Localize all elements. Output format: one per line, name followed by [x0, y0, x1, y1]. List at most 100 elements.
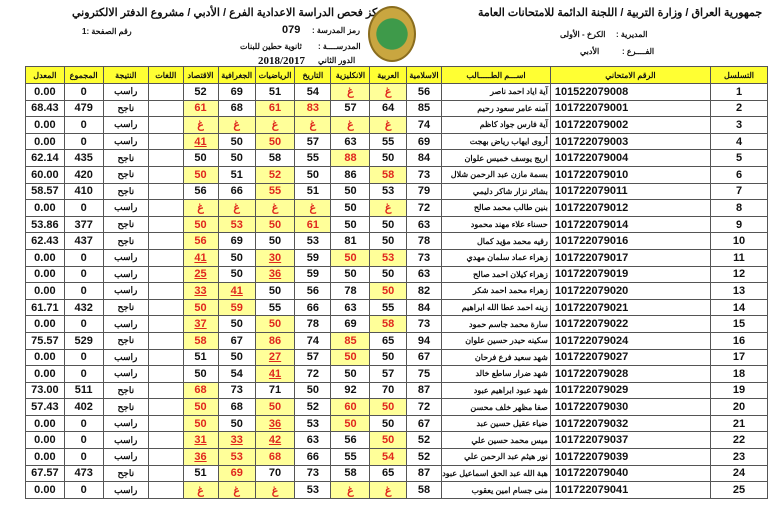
sequence-cell-text: 14	[732, 301, 746, 314]
history-grade-cell-text: 57	[306, 135, 319, 148]
math-grade-cell-text: غ	[271, 484, 279, 497]
math-grade-cell: 86	[254, 331, 296, 350]
math-grade-cell-text: 55	[268, 301, 282, 314]
student-name-cell-text: زهراء كيلان احمد صالح	[472, 269, 548, 279]
table-row: 73.00 511 ناجح 68 73 71 50 92 70 87 شهد عبود ابراه…	[25, 381, 768, 400]
history-grade-cell: غ	[294, 116, 332, 134]
english-grade-cell: غ	[330, 83, 371, 101]
english-grade-cell-text: 50	[344, 251, 357, 264]
total-cell-text: 511	[74, 384, 93, 397]
islamic-grade-cell: 84	[405, 298, 443, 317]
table-row: 68.43 479 ناجح 61 68 61 83 57 64 85 آمنه عامر سعود…	[25, 99, 768, 118]
student-name-cell: زهراء كيلان احمد صالح	[441, 265, 551, 284]
languages-cell	[148, 165, 184, 184]
exam-number-cell: 101722079024	[549, 331, 712, 350]
history-grade-cell-text: 54	[306, 85, 319, 98]
exam-number-cell: 101722079016	[549, 232, 712, 250]
islamic-grade-cell: 69	[405, 132, 443, 151]
geography-grade-cell-text: 69	[230, 467, 243, 480]
average-cell: 0.00	[25, 315, 65, 333]
total-cell: 420	[63, 165, 104, 184]
geography-grade-cell-text: 54	[230, 367, 243, 380]
geography-grade-cell-text: 53	[230, 218, 243, 231]
table-row: 67.57 473 ناجح 51 69 70 73 58 65 87 هبة الله عبد ا…	[25, 464, 768, 483]
english-grade-cell: 78	[330, 282, 371, 300]
economics-grade-cell-text: 50	[194, 152, 207, 165]
islamic-grade-cell: 82	[405, 282, 443, 300]
student-name-cell-text: شهد سعيد فرع فرحان	[474, 352, 548, 362]
table-header: المعدل المجموع النتيجة اللغات الاقتصاد الجغرا…	[25, 66, 768, 84]
total-cell-text: 0	[80, 318, 87, 331]
islamic-grade-cell: 73	[405, 165, 443, 184]
economics-grade-cell-text: 68	[194, 384, 207, 397]
math-grade-cell: غ	[254, 116, 296, 134]
arabic-grade-cell: غ	[369, 199, 407, 217]
average-cell: 0.00	[25, 248, 65, 267]
economics-grade-cell-text: 25	[194, 268, 207, 281]
student-name-cell: زينه احمد عطا الله ابراهيم	[441, 298, 551, 317]
average-cell: 58.57	[25, 182, 65, 201]
average-cell: 61.71	[25, 298, 65, 317]
arabic-grade-cell-text: 50	[382, 351, 395, 364]
math-grade-cell-text: 68	[268, 450, 282, 463]
sequence-cell: 21	[710, 414, 768, 433]
average-cell-text: 60.00	[31, 168, 59, 181]
result-cell: راسب	[102, 83, 150, 101]
student-name-cell-text: بسمة مازن عبد الرحمن شلال	[450, 170, 548, 180]
student-name-cell-text: شهد عبود ابراهيم عبود	[473, 385, 548, 395]
student-name-cell: رقيه محمد مؤيد كمال	[441, 232, 551, 250]
geography-grade-cell-text: 50	[230, 135, 243, 148]
geography-grade-cell-text: 69	[230, 85, 243, 98]
english-grade-cell-text: 55	[344, 450, 357, 463]
sequence-cell: 13	[710, 282, 768, 300]
sequence-cell: 20	[710, 398, 768, 416]
history-grade-cell-text: 74	[306, 334, 319, 347]
result-cell: راسب	[102, 265, 150, 284]
total-cell: 432	[63, 298, 104, 317]
exam-number-cell: 101722079020	[549, 282, 712, 300]
math-grade-cell-text: 51	[268, 85, 282, 98]
average-cell: 0.00	[25, 431, 65, 450]
history-grade-cell: 54	[294, 83, 332, 101]
exam-number-cell-text: 101722079040	[554, 467, 629, 480]
languages-cell	[148, 365, 184, 383]
geography-grade-cell-text: 50	[230, 417, 243, 430]
sequence-cell: 4	[710, 132, 768, 151]
islamic-grade-cell-text: 78	[417, 235, 431, 248]
arabic-grade-cell: غ	[369, 116, 407, 134]
english-grade-cell: 50	[330, 414, 371, 433]
math-grade-cell-text: 71	[268, 384, 282, 397]
total-cell-text: 0	[80, 251, 87, 264]
islamic-grade-cell-text: 79	[417, 185, 431, 198]
math-grade-cell-text: 27	[268, 351, 282, 364]
result-cell-text: راسب	[114, 285, 138, 296]
history-grade-cell-text: 50	[306, 384, 319, 397]
table-row: 62.14 435 ناجح 50 50 58 55 88 50 84 اريج يوسف خميس…	[25, 149, 768, 167]
history-grade-cell-text: 73	[306, 467, 319, 480]
total-cell-text: 435	[74, 152, 93, 165]
math-grade-cell: 50	[254, 232, 296, 250]
islamic-grade-cell: 79	[405, 182, 443, 201]
geography-grade-cell: غ	[217, 199, 256, 217]
economics-grade-cell: 50	[182, 215, 219, 234]
math-grade-cell-text: 52	[268, 168, 282, 181]
results-table: المعدل المجموع النتيجة اللغات الاقتصاد الجغرا…	[25, 66, 768, 499]
average-cell-text: 0.00	[34, 318, 56, 331]
arabic-grade-cell: 54	[369, 448, 407, 466]
english-grade-cell: 69	[330, 315, 371, 333]
history-grade-cell-text: 66	[306, 450, 319, 463]
school-value: ثانوية حطين للبنات	[240, 42, 302, 51]
result-cell: راسب	[102, 414, 150, 433]
geography-grade-cell: 50	[217, 348, 256, 367]
arabic-grade-cell-text: غ	[384, 119, 392, 132]
english-grade-cell: غ	[330, 481, 371, 499]
exam-number-cell-text: 101722079020	[554, 284, 629, 297]
math-grade-cell: 36	[254, 414, 296, 433]
islamic-grade-cell-text: 63	[417, 218, 431, 231]
average-cell: 0.00	[25, 414, 65, 433]
sequence-cell: 6	[710, 165, 768, 184]
sequence-cell: 16	[710, 331, 768, 350]
sequence-cell-text: 9	[735, 218, 743, 231]
english-grade-cell-text: 78	[344, 284, 357, 297]
arabic-grade-cell: 55	[369, 132, 407, 151]
